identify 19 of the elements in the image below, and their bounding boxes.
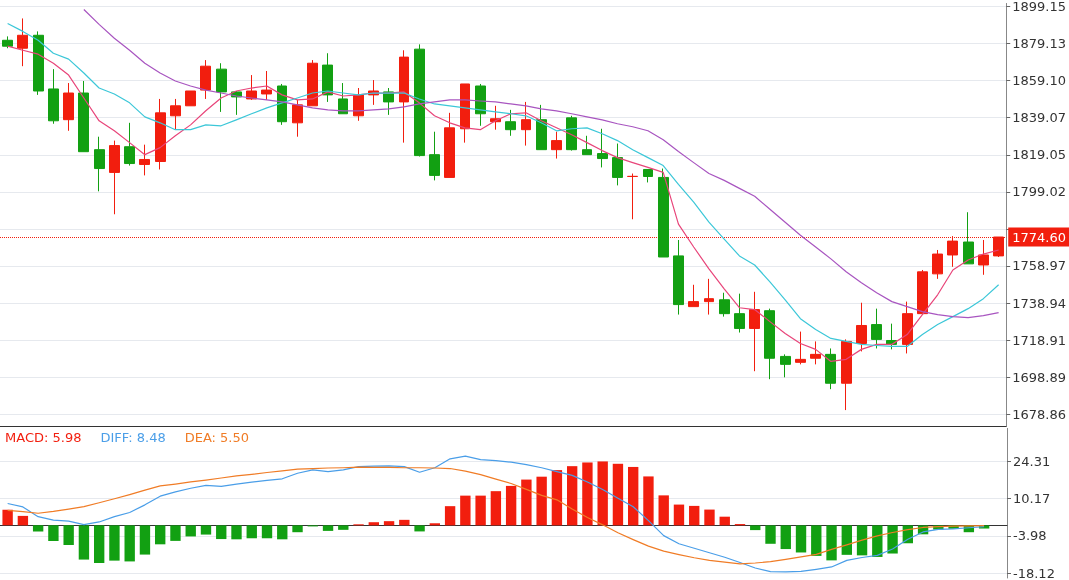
y-tick-label: 24.31	[1013, 453, 1051, 469]
y-tick-label: 1799.02	[1012, 184, 1067, 200]
y-tick-label: 1839.07	[1012, 110, 1067, 126]
y-tick-label: 1859.10	[1012, 73, 1067, 89]
text: DIFF: 8.48	[100, 429, 166, 445]
y-tick-label: 1678.86	[1012, 406, 1067, 422]
ref-line-label: 1774.60	[1012, 229, 1067, 245]
text: MACD: 5.98	[5, 429, 82, 445]
y-tick-label: -18.12	[1013, 565, 1055, 580]
y-tick-label: 1819.05	[1012, 147, 1067, 163]
y-tick-label: -3.98	[1013, 528, 1047, 544]
y-tick-label: 1758.97	[1012, 258, 1067, 274]
y-tick-label: 10.17	[1013, 491, 1051, 507]
y-tick-label: 1899.15	[1012, 0, 1067, 14]
text: DEA: 5.50	[184, 429, 250, 445]
y-tick-label: 1879.13	[1012, 36, 1067, 52]
y-tick-label: 1698.89	[1012, 369, 1067, 385]
y-tick-label: 1718.91	[1012, 332, 1067, 348]
y-tick-label: 1738.94	[1012, 295, 1067, 311]
